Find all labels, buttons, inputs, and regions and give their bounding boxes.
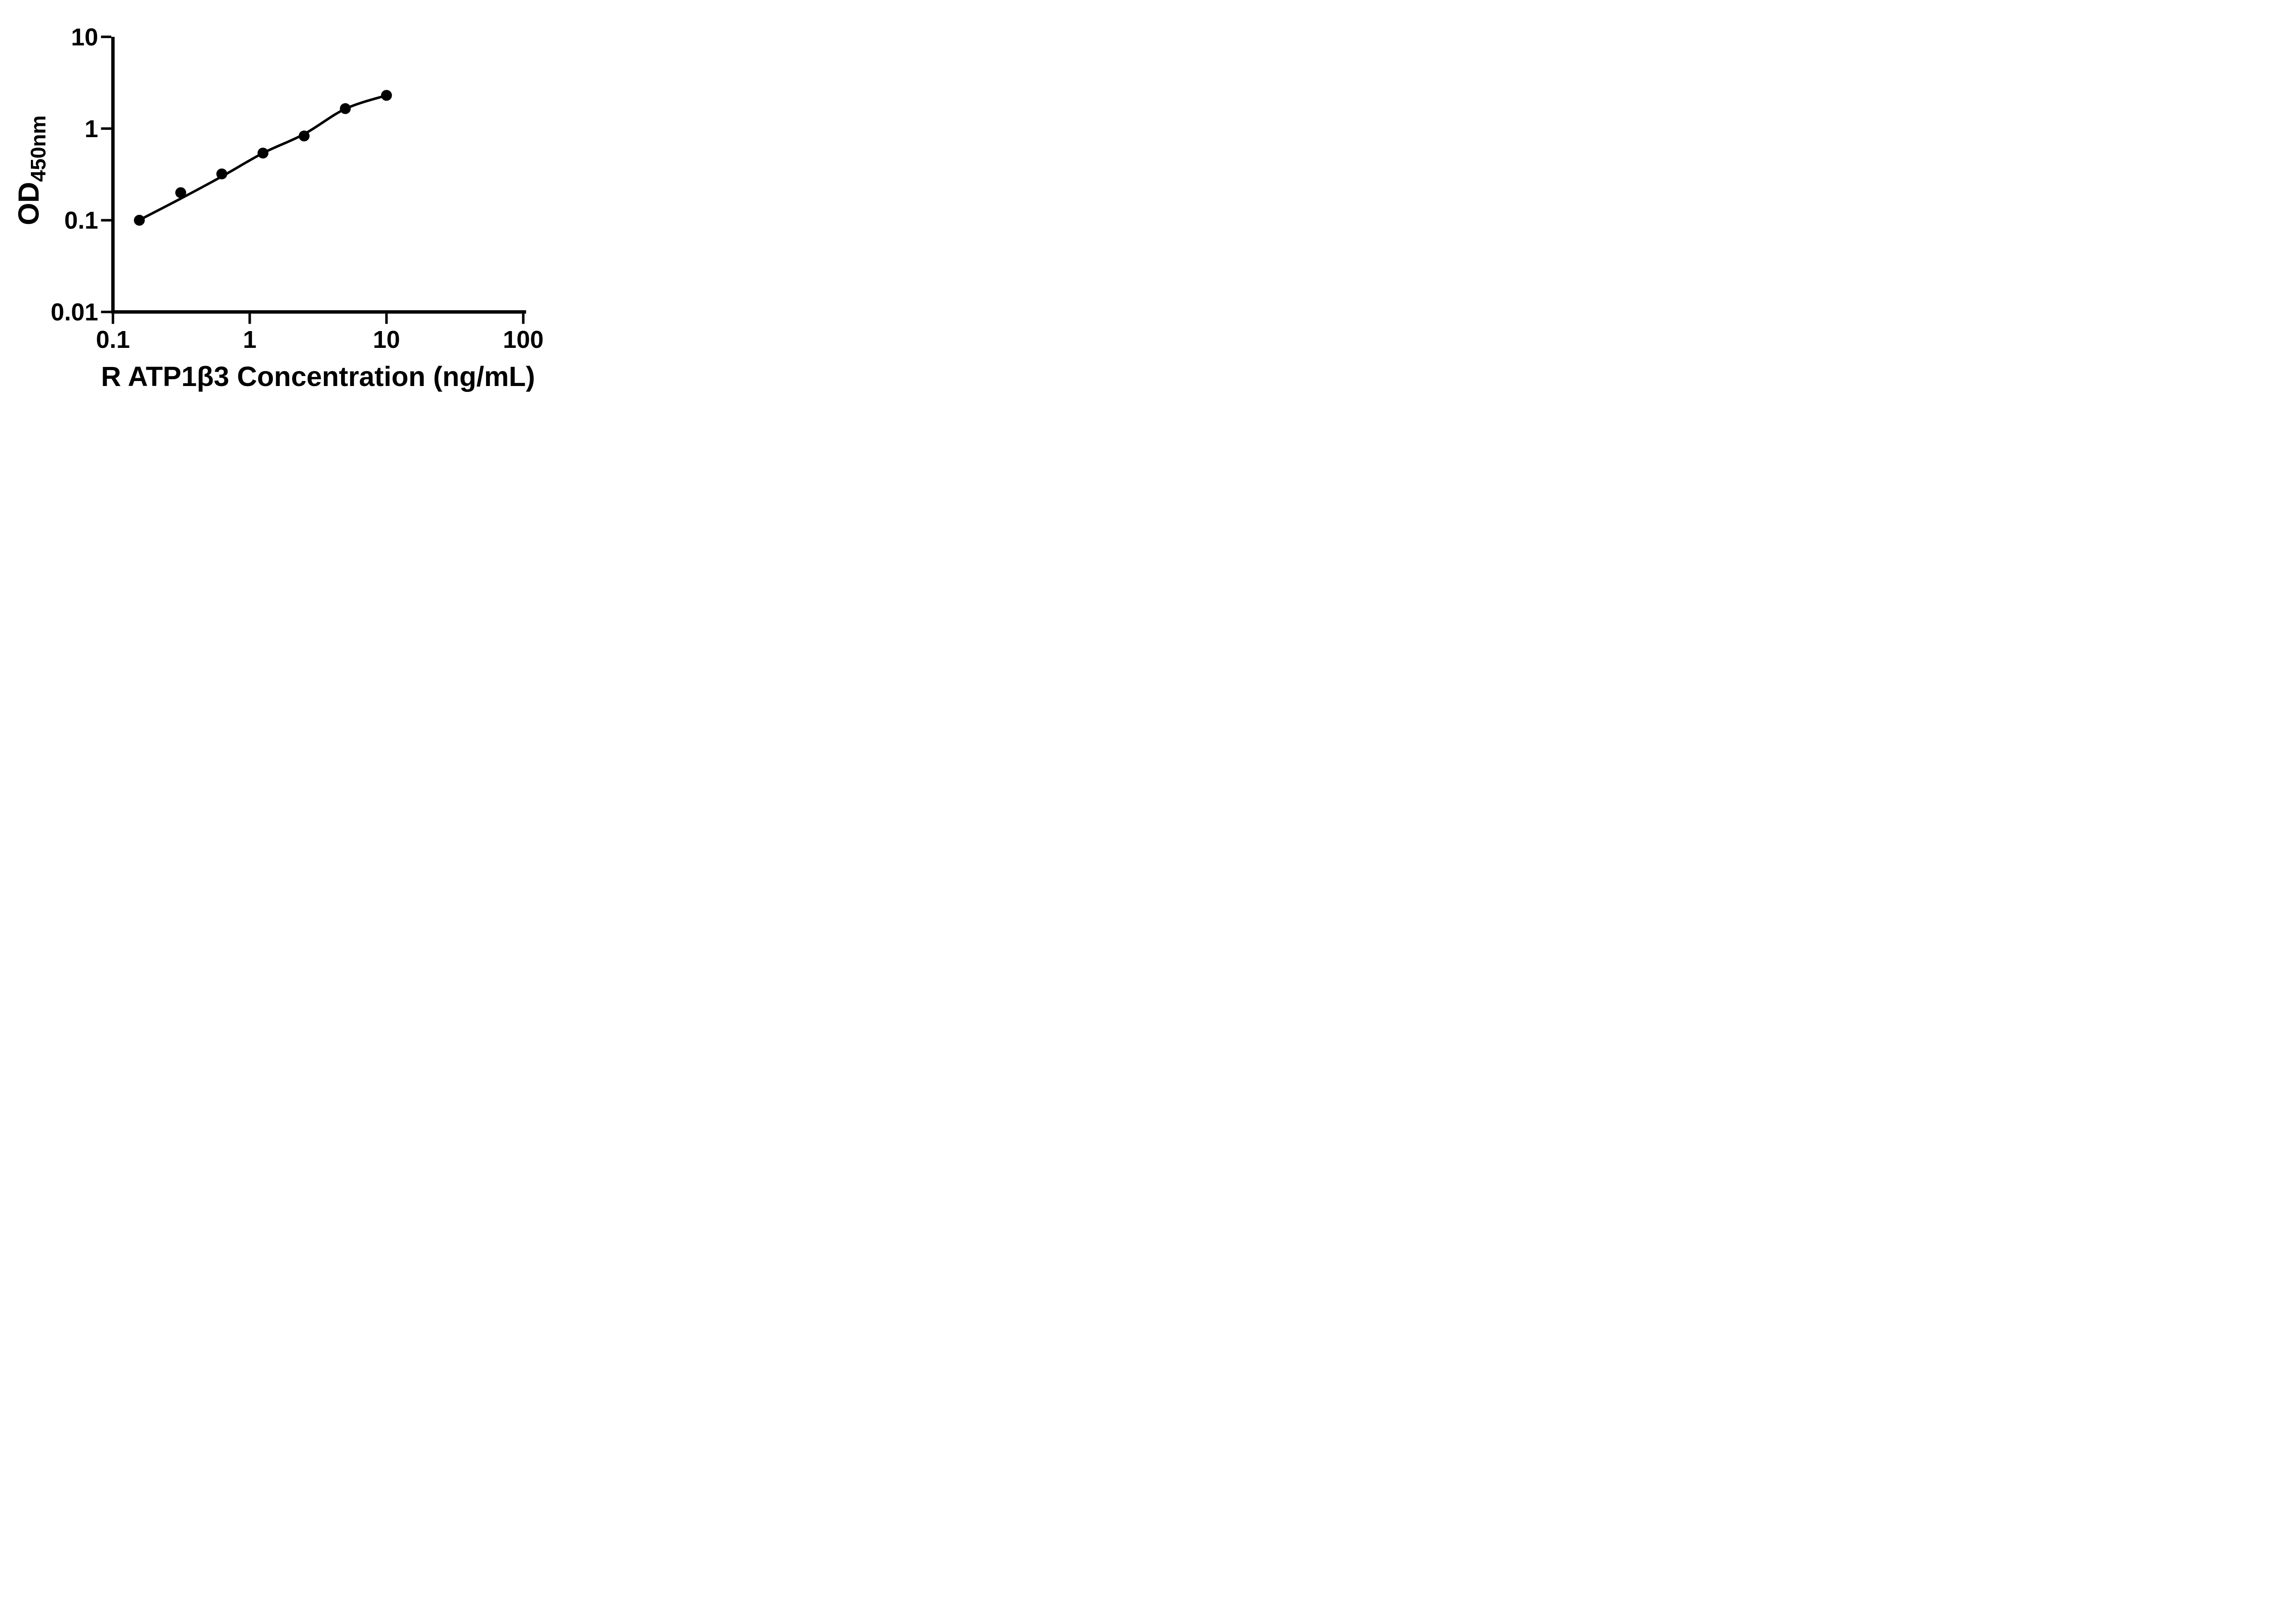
chart-canvas: 10 1 0.1 0.01 0.1 1 10 100 R ATP1β3 Conc…	[12, 24, 544, 392]
data-point	[216, 168, 228, 179]
plot-area	[101, 35, 526, 324]
data-point	[257, 148, 268, 159]
x-tick-label-10: 10	[373, 326, 400, 353]
data-point	[298, 130, 310, 142]
y-axis-title: OD450nm	[12, 115, 50, 225]
x-tick-label-100: 100	[503, 326, 544, 353]
y-tick-label-0-1: 0.1	[64, 207, 98, 234]
data-point	[381, 90, 392, 101]
y-axis-title-main: OD	[12, 182, 45, 225]
data-point	[340, 103, 351, 114]
x-tick-label-0-1: 0.1	[96, 326, 130, 353]
data-point	[134, 214, 145, 226]
x-axis-title: R ATP1β3 Concentration (ng/mL)	[101, 361, 535, 392]
y-tick-label-1: 1	[84, 115, 98, 143]
elisa-standard-curve-figure: 10 1 0.1 0.01 0.1 1 10 100 R ATP1β3 Conc…	[0, 0, 584, 406]
data-point	[175, 187, 186, 198]
x-tick-label-1: 1	[243, 326, 257, 353]
y-tick-label-0-01: 0.01	[51, 299, 99, 326]
y-axis-title-subscript: 450nm	[26, 115, 50, 182]
y-tick-label-10: 10	[71, 24, 98, 51]
